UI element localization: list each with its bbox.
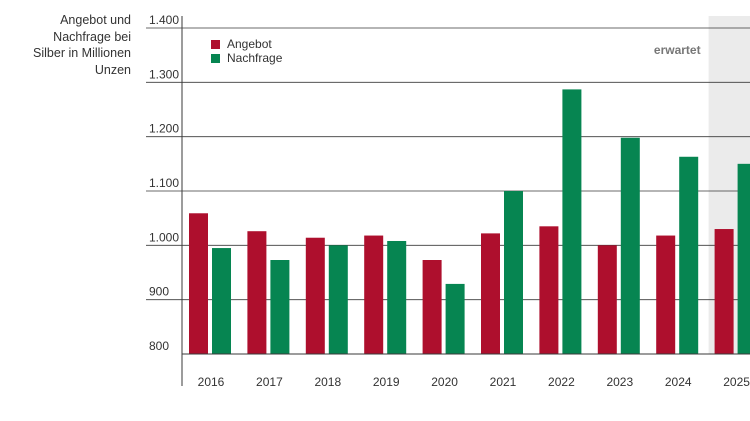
- y-tick-label: 1.300: [149, 67, 179, 81]
- x-tick-label: 2021: [490, 375, 517, 389]
- bar-nachfrage-2025: [737, 163, 750, 354]
- axis-layer: 800 900 1.000 1.100 1.200 1.300 1.400 2016 2017 2…: [149, 13, 750, 389]
- bar-angebot-2016: [189, 213, 208, 354]
- bar-layer: [189, 89, 750, 354]
- x-tick-label: 2024: [665, 375, 692, 389]
- y-tick-label: 1.100: [149, 176, 179, 190]
- x-tick-label: 2025: [723, 375, 750, 389]
- bar-nachfrage-2020: [445, 283, 465, 354]
- x-tick-label: 2023: [606, 375, 633, 389]
- bar-angebot-2025: [714, 229, 734, 354]
- bar-angebot-2021: [481, 233, 500, 354]
- bar-angebot-2018: [305, 237, 325, 354]
- bar-nachfrage-2021: [504, 191, 523, 354]
- x-tick-label: 2020: [431, 375, 458, 389]
- x-tick-label: 2019: [373, 375, 400, 389]
- legend-swatch-angebot: [211, 40, 220, 49]
- bar-angebot-2022: [539, 226, 559, 354]
- bar-angebot-2017: [247, 231, 267, 354]
- bar-nachfrage-2023: [620, 137, 640, 354]
- bar-nachfrage-2022: [562, 89, 582, 354]
- x-tick-label: 2017: [256, 375, 283, 389]
- bar-angebot-2020: [422, 260, 442, 354]
- bar-angebot-2023: [597, 245, 617, 354]
- y-tick-label: 800: [149, 339, 169, 353]
- x-tick-label: 2016: [198, 375, 225, 389]
- bar-nachfrage-2018: [328, 245, 348, 354]
- y-tick-label: 1.400: [149, 13, 179, 27]
- x-tick-label: 2022: [548, 375, 575, 389]
- legend-swatch-nachfrage: [211, 54, 220, 63]
- bar-nachfrage-2016: [212, 248, 231, 354]
- bar-nachfrage-2017: [270, 260, 290, 354]
- bar-nachfrage-2024: [679, 156, 699, 354]
- legend-label-nachfrage: Nachfrage: [227, 51, 283, 65]
- y-tick-label: 900: [149, 285, 169, 299]
- x-tick-label: 2018: [314, 375, 341, 389]
- legend-label-angebot: Angebot: [227, 37, 272, 51]
- expected-label: erwartet: [654, 43, 701, 57]
- bar-nachfrage-2019: [387, 240, 407, 354]
- y-tick-label: 1.000: [149, 230, 179, 244]
- bar-angebot-2019: [364, 235, 384, 354]
- y-axis-label: Angebot und Nachfrage bei Silber in Mill…: [33, 13, 131, 77]
- y-tick-label: 1.200: [149, 122, 179, 136]
- bar-angebot-2024: [656, 235, 676, 354]
